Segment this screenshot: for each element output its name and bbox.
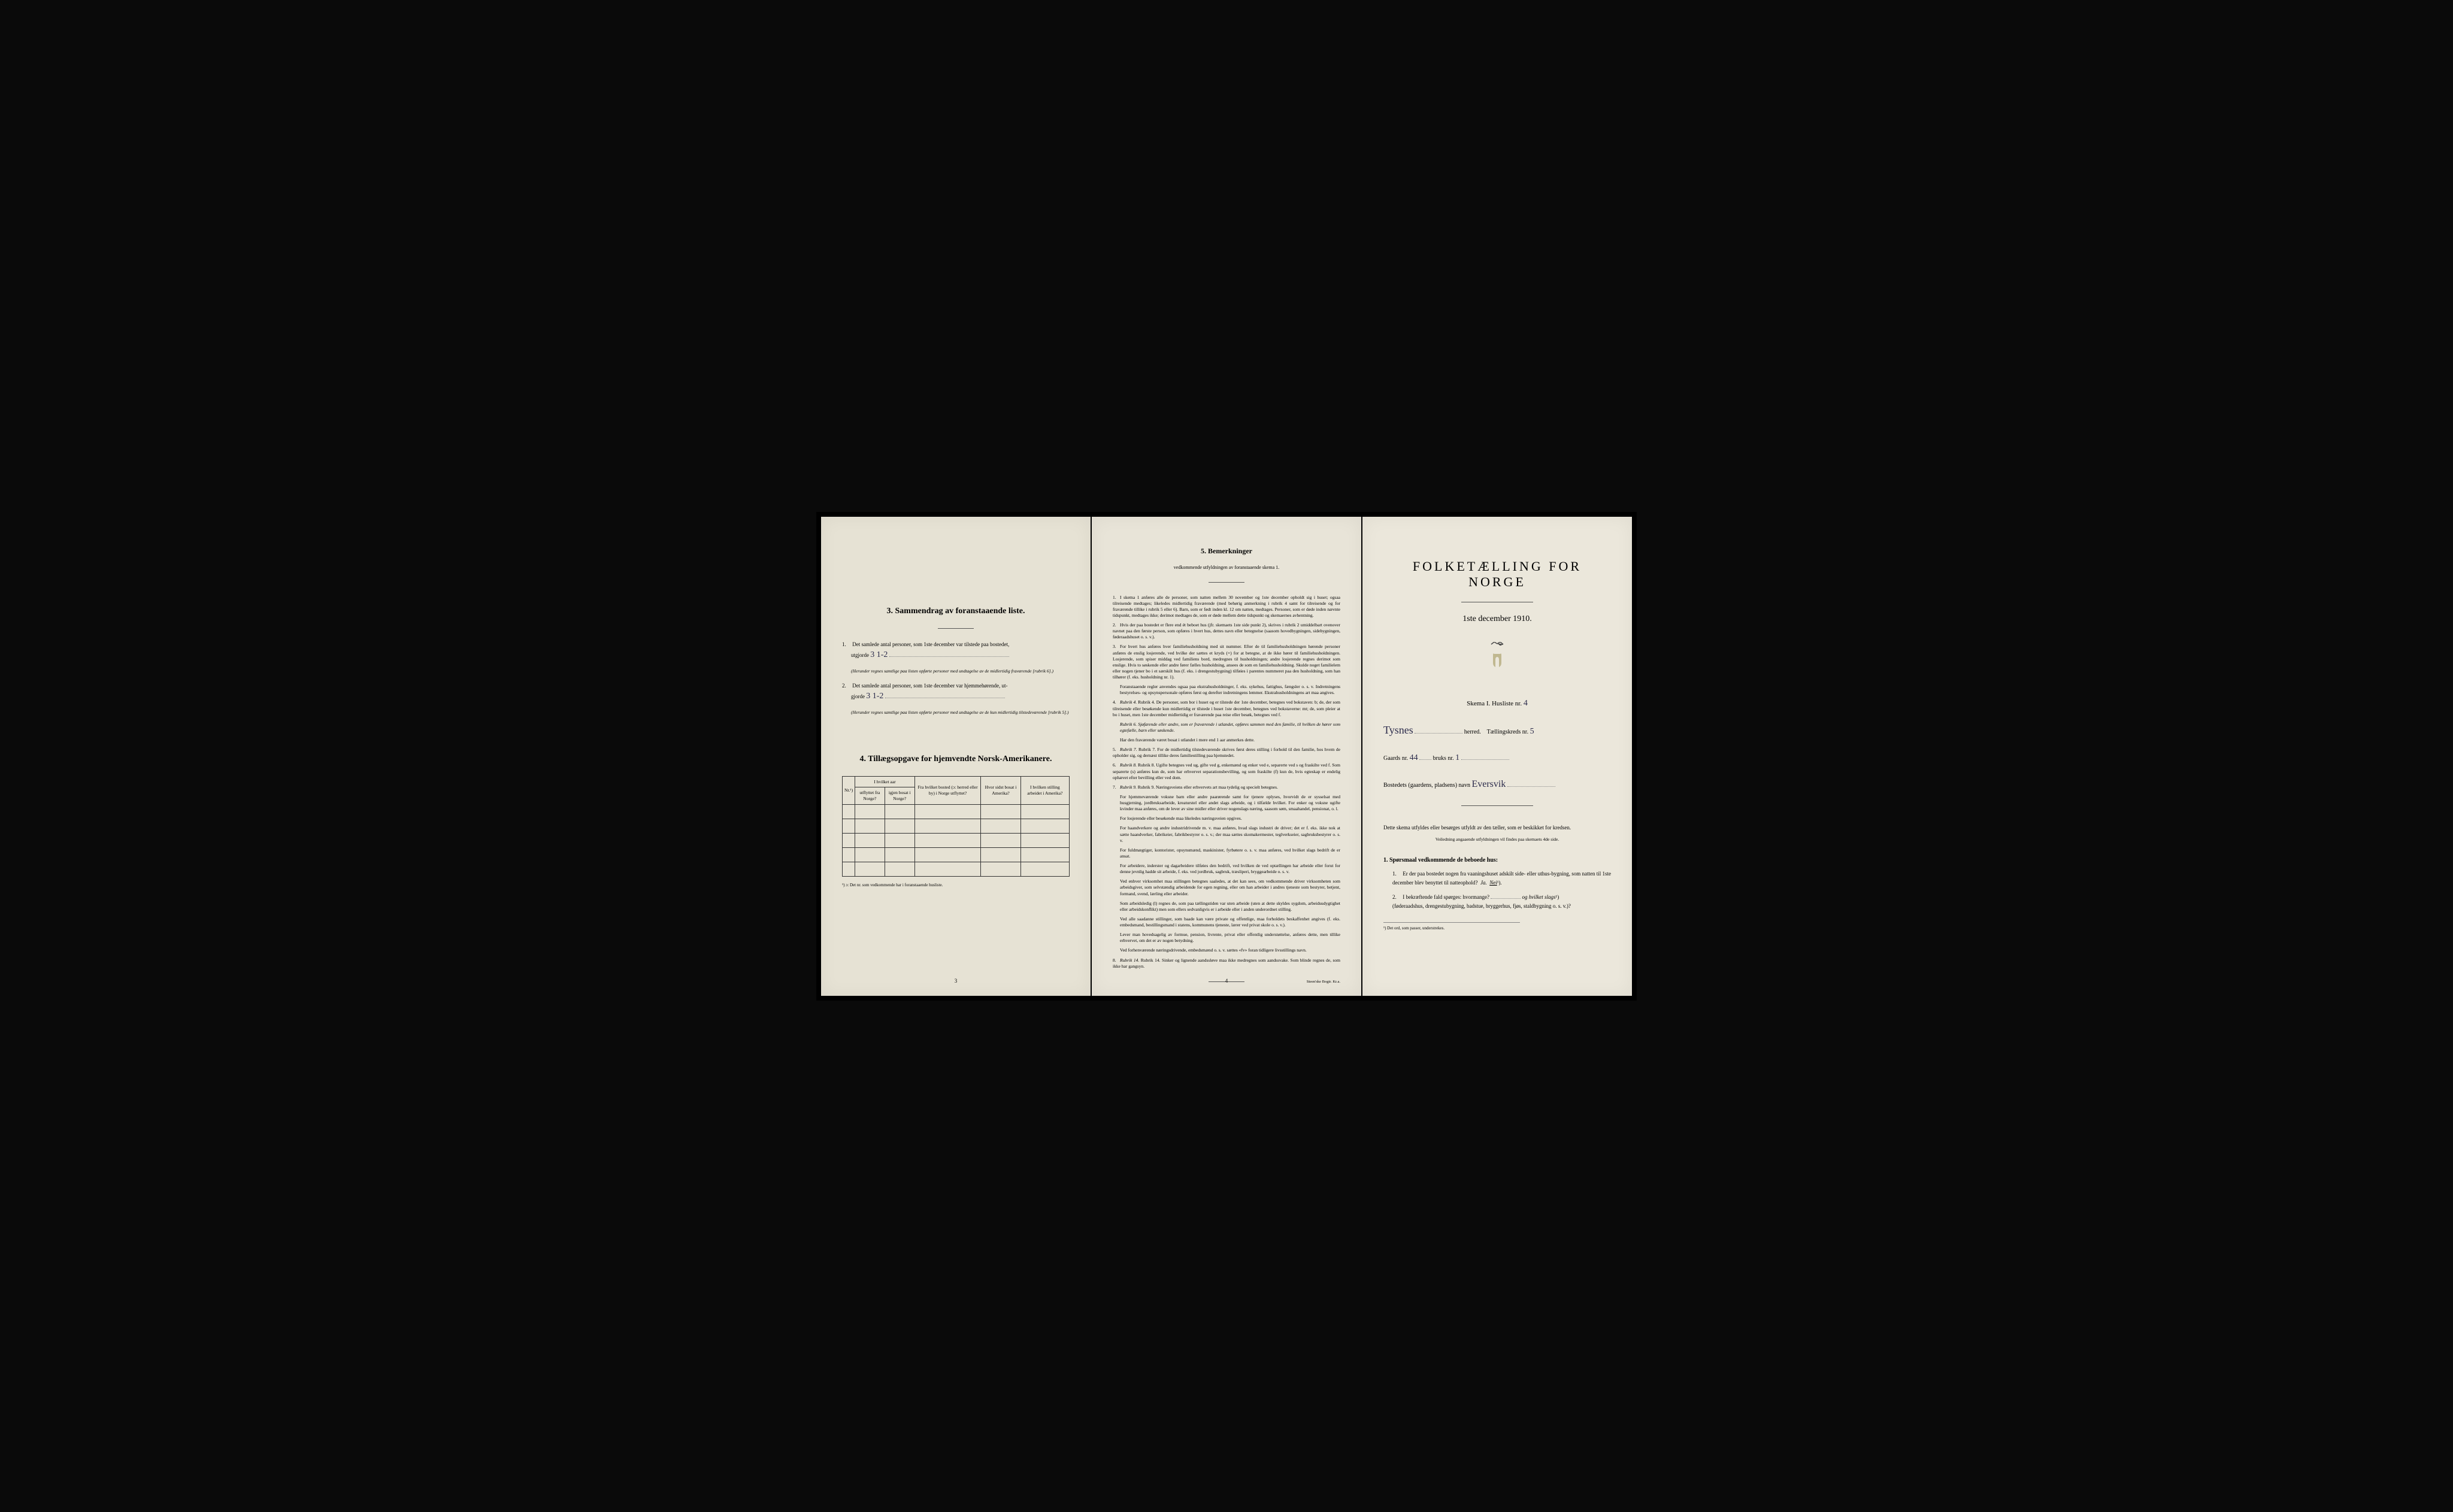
husliste-nr: 4 bbox=[1524, 699, 1528, 708]
census-title: FOLKETÆLLING FOR NORGE bbox=[1383, 559, 1611, 590]
remark-7-sub5: Ved enhver virksomhet maa stillingen bet… bbox=[1120, 878, 1340, 896]
th-position: I hvilken stilling arbeidet i Amerika? bbox=[1020, 776, 1069, 804]
table-row bbox=[843, 819, 1070, 833]
remark-7-sub7: Ved alle saadanne stillinger, som baade … bbox=[1120, 916, 1340, 928]
census-date: 1ste december 1910. bbox=[1383, 614, 1611, 624]
remark-3-sub: Foranstaaende regler anvendes ogsaa paa … bbox=[1120, 684, 1340, 696]
questions-header: 1. Spørsmaal vedkommende de beboede hus: bbox=[1383, 857, 1611, 863]
emigrant-table: Nr.¹) I hvilket aar Fra hvilket bosted (… bbox=[842, 776, 1070, 877]
printer-mark: Steen'ske Bogtr. Kr.a. bbox=[1307, 980, 1340, 984]
remark-7-sub8: Lever man hovedsagelig av formue, pensio… bbox=[1120, 932, 1340, 944]
remark-2: 2.Hvis der paa bostedet er flere end ét … bbox=[1113, 622, 1340, 640]
section3-heading: 3. Sammendrag av foranstaaende liste. bbox=[842, 607, 1070, 616]
remark-4-sub1: Rubrik 6. Sjøfarende eller andre, som er… bbox=[1120, 722, 1340, 734]
remark-3: 3.For hvert hus anføres hver familiehush… bbox=[1113, 644, 1340, 680]
table-row bbox=[843, 847, 1070, 862]
remark-7-sub0: For hjemmeværende voksne barn eller andr… bbox=[1120, 794, 1340, 812]
instruction-sub: Veiledning angaaende utfyldningen vil fi… bbox=[1383, 837, 1611, 842]
remark-7-sub1: For losjerende eller besøkende maa likel… bbox=[1120, 816, 1340, 822]
item-1: 1. Det samlede antal personer, som 1ste … bbox=[842, 641, 1070, 662]
remark-7-sub4: For arbeidere, inderster og dagarbeidere… bbox=[1120, 863, 1340, 875]
divider bbox=[1461, 805, 1533, 806]
divider bbox=[938, 628, 974, 629]
remark-4-sub2: Har den fraværende været bosat i utlande… bbox=[1120, 737, 1340, 743]
question-2: 2. I bekræftende fald spørges: hvormange… bbox=[1392, 893, 1611, 910]
herred-line: Tysnes herred. Tællingskreds nr. 5 bbox=[1383, 720, 1611, 740]
remark-7: 7.Rubrik 9. Rubrik 9. Næringsveiens elle… bbox=[1113, 784, 1340, 790]
page-middle: 5. Bemerkninger vedkommende utfyldningen… bbox=[1092, 517, 1361, 996]
bosted-line: Bostedets (gaardens, pladsens) navn Ever… bbox=[1383, 776, 1611, 793]
th-from: Fra hvilket bosted (ɔ: herred eller by) … bbox=[914, 776, 980, 804]
th-emigrated: utflyttet fra Norge? bbox=[855, 787, 885, 805]
table-row bbox=[843, 833, 1070, 847]
right-footnote: ¹) Det ord, som passer, understrekes. bbox=[1383, 922, 1520, 931]
divider bbox=[1209, 582, 1244, 583]
remark-8: 8.Rubrik 14. Rubrik 14. Sinker og lignen… bbox=[1113, 958, 1340, 969]
bruks-value: 1 bbox=[1455, 753, 1459, 762]
bosted-value: Eversvik bbox=[1471, 779, 1506, 789]
table-row bbox=[843, 862, 1070, 876]
answer-nei: Nei bbox=[1489, 880, 1497, 886]
remark-5: 5.Rubrik 7. Rubrik 7. For de midlertidig… bbox=[1113, 747, 1340, 759]
note-2: (Herunder regnes samtlige paa listen opf… bbox=[851, 710, 1070, 716]
gaards-line: Gaards nr. 44 bruks nr. 1 bbox=[1383, 750, 1611, 765]
item-2: 2. Det samlede antal personer, som 1ste … bbox=[842, 682, 1070, 703]
page-right: FOLKETÆLLING FOR NORGE 1ste december 191… bbox=[1362, 517, 1632, 996]
handwritten-value-2: 3 1-2 bbox=[866, 692, 883, 701]
remark-4: 4.Rubrik 4. Rubrik 4. De personer, som b… bbox=[1113, 699, 1340, 717]
th-year: I hvilket aar bbox=[855, 776, 915, 787]
herred-value: Tysnes bbox=[1383, 724, 1413, 736]
section5-subtitle: vedkommende utfyldningen av foranstaaend… bbox=[1113, 565, 1340, 570]
coat-of-arms-icon bbox=[1383, 642, 1611, 681]
remark-6: 6.Rubrik 8. Rubrik 8. Ugifte betegnes ve… bbox=[1113, 762, 1340, 780]
remarks-list: 1.I skema 1 anføres alle de personer, so… bbox=[1113, 595, 1340, 969]
handwritten-value-1: 3 1-2 bbox=[870, 650, 888, 659]
table-footnote: ¹) ɔ: Det nr. som vedkommende har i fora… bbox=[842, 883, 1070, 887]
th-nr: Nr.¹) bbox=[843, 776, 855, 804]
note-1: (Herunder regnes samtlige paa listen opf… bbox=[851, 668, 1070, 675]
page-number: 3 bbox=[955, 978, 958, 984]
section5-heading: 5. Bemerkninger bbox=[1113, 547, 1340, 556]
remark-7-sub6: Som arbeidsledig (l) regnes de, som paa … bbox=[1120, 901, 1340, 913]
remark-1: 1.I skema 1 anføres alle de personer, so… bbox=[1113, 595, 1340, 619]
remark-7-sub3: For fuldmægtiger, kontorister, opsynsmæn… bbox=[1120, 847, 1340, 859]
remark-7-sub9: Ved forhenværende næringsdrivende, embed… bbox=[1120, 947, 1340, 953]
page-left: 3. Sammendrag av foranstaaende liste. 1.… bbox=[821, 517, 1091, 996]
page-number: 4 bbox=[1225, 978, 1228, 984]
table-row bbox=[843, 804, 1070, 819]
skema-line: Skema I. Husliste nr. 4 bbox=[1383, 699, 1611, 708]
section4-heading: 4. Tillægsopgave for hjemvendte Norsk-Am… bbox=[842, 755, 1070, 764]
question-1: 1. Er der paa bostedet nogen fra vaaning… bbox=[1392, 869, 1611, 887]
document-spread: 3. Sammendrag av foranstaaende liste. 1.… bbox=[816, 512, 1637, 1001]
th-where: Hvor sidst bosat i Amerika? bbox=[981, 776, 1020, 804]
gaards-value: 44 bbox=[1410, 753, 1418, 762]
instruction-text: Dette skema utfyldes eller besørges utfy… bbox=[1383, 824, 1611, 832]
remark-7-sub2: For haandverkere og andre industridriven… bbox=[1120, 825, 1340, 843]
th-returned: igjen bosat i Norge? bbox=[885, 787, 914, 805]
kreds-value: 5 bbox=[1530, 727, 1534, 736]
